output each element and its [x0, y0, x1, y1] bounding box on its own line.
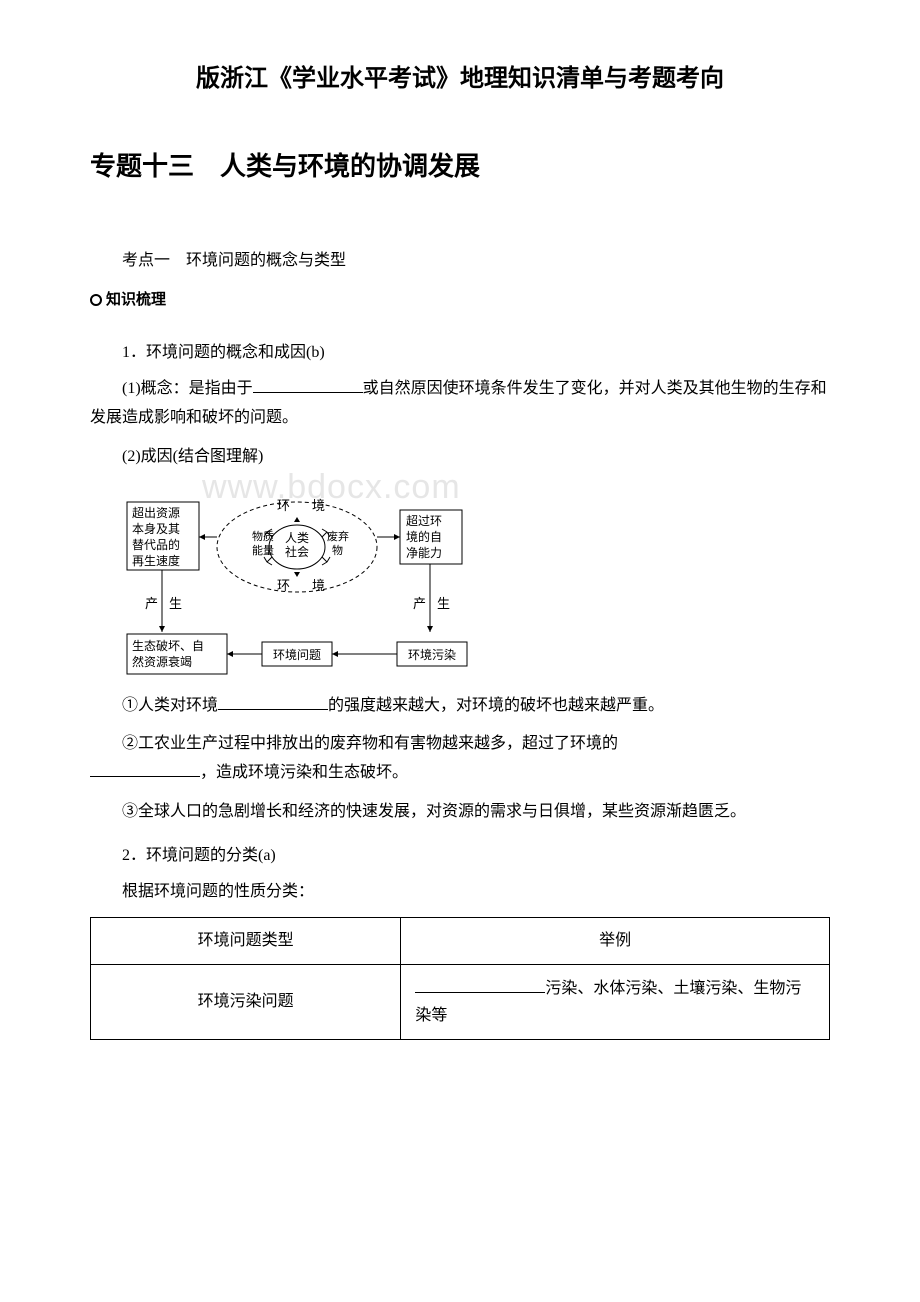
svg-text:环: 环 — [277, 578, 290, 593]
table-row: 环境污染问题 污染、水体污染、土壤污染、生物污染等 — [91, 964, 830, 1039]
svg-text:再生速度: 再生速度 — [132, 553, 180, 568]
svg-text:环: 环 — [277, 498, 290, 513]
cause-item-1: ①人类对环境 的强度越来越大，对环境的破坏也越来越严重。 — [90, 692, 830, 721]
header-type: 环境问题类型 — [91, 918, 401, 965]
cause-item-2: ②工农业生产过程中排放出的废弃物和有害物越来越多，超过了环境的 ，造成环境污染和生… — [90, 730, 830, 788]
cause-item-3: ③全球人口的急剧增长和经济的快速发展，对资源的需求与日俱增，某些资源渐趋匮乏。 — [90, 798, 830, 827]
svg-text:境: 境 — [312, 498, 325, 513]
svg-text:境: 境 — [312, 578, 325, 593]
header-example: 举例 — [401, 918, 830, 965]
knowledge-header: 知识梳理 — [90, 288, 830, 312]
cell-type-1: 环境污染问题 — [91, 964, 401, 1039]
topic-title: 专题十三 人类与环境的协调发展 — [90, 146, 830, 188]
svg-text:境的自: 境的自 — [406, 529, 442, 544]
svg-text:废弃: 废弃 — [327, 529, 349, 543]
svg-text:超过环: 超过环 — [406, 513, 442, 528]
cause1-a: ①人类对环境 — [122, 697, 218, 714]
svg-text:生态破坏、自: 生态破坏、自 — [132, 638, 204, 653]
circle-icon — [90, 294, 102, 306]
cause2-b: ，造成环境污染和生态破坏。 — [200, 764, 408, 781]
svg-text:产: 产 — [145, 596, 158, 611]
cause2-a: ②工农业生产过程中排放出的废弃物和有害物越来越多，超过了环境的 — [122, 735, 618, 752]
svg-text:替代品的: 替代品的 — [132, 537, 180, 552]
svg-text:生: 生 — [169, 596, 182, 611]
classification-table: 环境问题类型 举例 环境污染问题 污染、水体污染、土壤污染、生物污染等 — [90, 917, 830, 1040]
svg-text:能量: 能量 — [252, 543, 274, 557]
cell-example-1: 污染、水体污染、土壤污染、生物污染等 — [401, 964, 830, 1039]
section-2-heading: 2．环境问题的分类(a) — [90, 843, 830, 869]
blank-cause1 — [218, 692, 328, 710]
svg-text:净能力: 净能力 — [406, 546, 442, 560]
knowledge-label: 知识梳理 — [106, 288, 166, 312]
svg-text:超出资源: 超出资源 — [132, 505, 180, 520]
svg-text:本身及其: 本身及其 — [132, 521, 180, 536]
classification-intro: 根据环境问题的性质分类： — [90, 878, 830, 907]
svg-text:产: 产 — [413, 596, 426, 611]
section-1-heading: 1．环境问题的概念和成因(b) — [90, 340, 830, 366]
svg-text:物: 物 — [332, 543, 343, 557]
blank-cause2 — [90, 760, 200, 778]
cause-diagram-wrap: www.bdocx.com 人类 社会 环 境 环 境 物质 能量 废弃 物 超… — [122, 482, 830, 682]
svg-text:社会: 社会 — [285, 544, 309, 559]
svg-text:生: 生 — [437, 596, 450, 611]
table-header-row: 环境问题类型 举例 — [91, 918, 830, 965]
cause-diagram: 人类 社会 环 境 环 境 物质 能量 废弃 物 超出资源 本身及其 替代品的 … — [122, 482, 482, 682]
concept-text-a: (1)概念：是指由于 — [122, 380, 253, 397]
cause1-b: 的强度越来越大，对环境的破坏也越来越严重。 — [328, 697, 664, 714]
svg-text:环境问题: 环境问题 — [273, 647, 321, 662]
exam-point-heading: 考点一 环境问题的概念与类型 — [90, 248, 830, 274]
cause-heading: (2)成因(结合图理解) — [90, 443, 830, 472]
concept-paragraph: (1)概念：是指由于或自然原因使环境条件发生了变化，并对人类及其他生物的生存和发… — [90, 375, 830, 433]
blank-concept — [253, 376, 363, 394]
blank-pollution — [415, 975, 545, 993]
svg-text:人类: 人类 — [285, 531, 309, 545]
svg-text:环境污染: 环境污染 — [408, 647, 456, 662]
svg-text:然资源衰竭: 然资源衰竭 — [132, 654, 192, 669]
document-title: 版浙江《学业水平考试》地理知识清单与考题考向 — [90, 60, 830, 98]
